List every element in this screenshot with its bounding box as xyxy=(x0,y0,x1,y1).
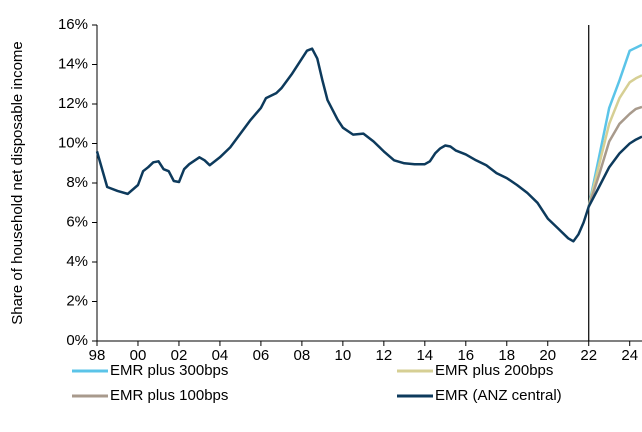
x-tick-label: 06 xyxy=(253,347,270,364)
legend-label: EMR plus 200bps xyxy=(435,362,553,379)
y-axis-label: Share of household net disposable income xyxy=(9,41,26,325)
y-tick-label: 8% xyxy=(66,174,88,191)
x-tick-label: 14 xyxy=(416,347,433,364)
y-tick-label: 2% xyxy=(66,292,88,309)
y-tick-label: 10% xyxy=(58,134,88,151)
x-tick-label: 12 xyxy=(375,347,392,364)
x-tick-label: 22 xyxy=(580,347,597,364)
y-tick-label: 14% xyxy=(58,55,88,72)
legend-label: EMR plus 300bps xyxy=(110,362,228,379)
x-tick-label: 20 xyxy=(539,347,556,364)
series-line xyxy=(587,43,642,207)
x-tick-label: 02 xyxy=(171,347,188,364)
x-tick-label: 08 xyxy=(294,347,311,364)
y-tick-label: 0% xyxy=(66,332,88,349)
x-tick-label: 00 xyxy=(130,347,147,364)
y-tick-label: 6% xyxy=(66,213,88,230)
series-line xyxy=(587,74,642,208)
y-tick-label: 12% xyxy=(58,95,88,112)
y-tick-label: 16% xyxy=(58,16,88,33)
series-line xyxy=(95,47,642,243)
x-tick-label: 18 xyxy=(498,347,515,364)
legend-label: EMR (ANZ central) xyxy=(435,387,562,404)
legend-label: EMR plus 100bps xyxy=(110,387,228,404)
x-tick-label: 98 xyxy=(89,347,106,364)
y-tick-label: 4% xyxy=(66,253,88,270)
x-tick-label: 10 xyxy=(335,347,352,364)
series-line xyxy=(587,105,642,208)
x-tick-label: 24 xyxy=(621,347,638,364)
x-tick-label: 16 xyxy=(457,347,474,364)
x-tick-label: 04 xyxy=(212,347,229,364)
